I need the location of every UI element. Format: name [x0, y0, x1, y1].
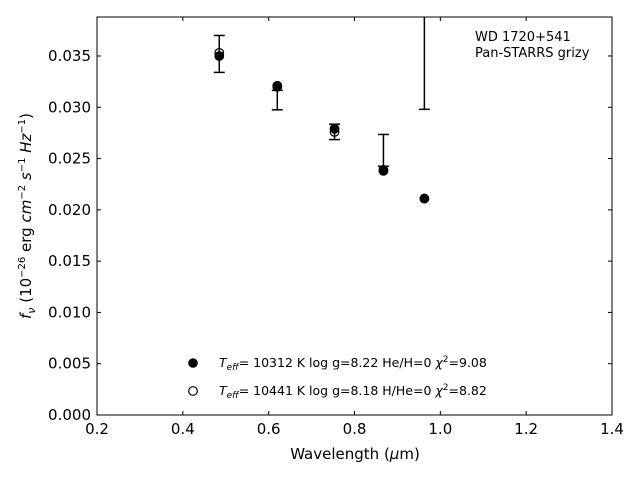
x-tick-label: 1.4 — [600, 420, 624, 438]
data-point-open — [330, 128, 339, 137]
x-tick-label: 0.6 — [257, 420, 281, 438]
legend-marker-filled — [189, 359, 198, 368]
y-tick-label: 0.030 — [48, 98, 91, 116]
data-point-open — [215, 49, 224, 58]
legend-marker-open — [189, 387, 198, 396]
annotation-line-2: Pan-STARRS grizy — [475, 46, 590, 61]
y-axis-label: fν (10−26 erg cm−2 s−1 Hz−1) — [17, 113, 38, 319]
y-tick-label: 0.020 — [48, 201, 91, 219]
x-tick-label: 1.0 — [428, 420, 452, 438]
y-tick-label: 0.000 — [48, 406, 91, 424]
annotation-line-1: WD 1720+541 — [475, 30, 571, 45]
y-tick-label: 0.010 — [48, 303, 91, 321]
x-axis-label: Wavelength (μm) — [290, 445, 420, 463]
x-tick-label: 0.4 — [171, 420, 195, 438]
x-tick-label: 1.2 — [514, 420, 538, 438]
y-tick-label: 0.015 — [48, 252, 91, 270]
data-point-open — [273, 81, 282, 90]
x-tick-label: 0.8 — [343, 420, 367, 438]
data-point-open — [420, 194, 429, 203]
data-point-open — [379, 167, 388, 176]
y-tick-label: 0.005 — [48, 355, 91, 373]
y-tick-label: 0.035 — [48, 47, 91, 65]
y-tick-label: 0.025 — [48, 150, 91, 168]
